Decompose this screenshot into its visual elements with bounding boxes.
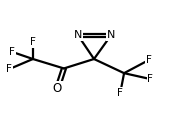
Text: F: F: [30, 38, 36, 47]
Text: F: F: [117, 88, 123, 98]
Text: N: N: [74, 30, 82, 40]
Text: F: F: [9, 47, 15, 57]
Text: F: F: [6, 64, 12, 74]
Text: O: O: [53, 82, 62, 95]
Text: F: F: [146, 55, 152, 65]
Text: F: F: [147, 74, 153, 84]
Text: N: N: [107, 30, 115, 40]
